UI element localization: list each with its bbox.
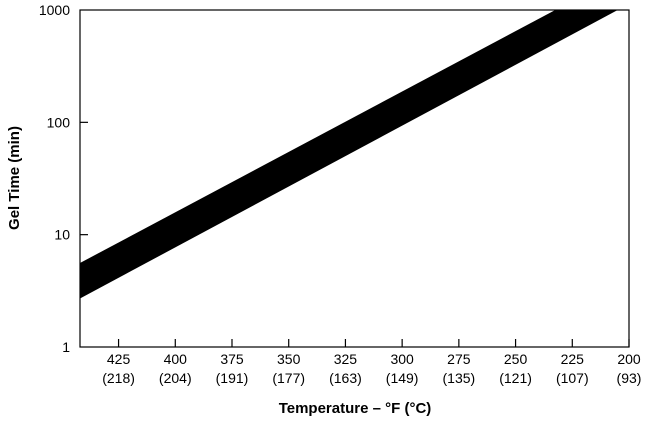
x-tick-label-c: (163) — [329, 370, 362, 386]
x-axis-title: Temperature – °F (°C) — [279, 400, 432, 417]
band-layer — [80, 10, 618, 299]
y-tick-label: 100 — [47, 114, 71, 130]
x-tick-label-f: 425 — [107, 351, 131, 367]
x-tick-label-c: (218) — [102, 370, 135, 386]
gel-time-band — [80, 10, 618, 299]
x-tick-label-f: 275 — [447, 351, 471, 367]
x-tick-label-f: 200 — [617, 351, 641, 367]
x-axis: 425 (218) 400 (204) 375 (191) 350 (177) 325 (163)… — [102, 339, 641, 386]
x-tick-label-c: (149) — [386, 370, 419, 386]
y-axis: 1 10 100 1000 — [39, 2, 88, 355]
y-tick-label: 10 — [54, 227, 70, 243]
x-tick-label-f: 300 — [390, 351, 414, 367]
y-axis-title: Gel Time (min) — [6, 126, 23, 230]
x-tick-label-f: 325 — [334, 351, 358, 367]
x-tick-label-f: 250 — [504, 351, 528, 367]
x-tick-label-f: 225 — [561, 351, 585, 367]
x-tick-label-c: (177) — [272, 370, 305, 386]
x-tick-label-c: (204) — [159, 370, 192, 386]
x-tick-label-f: 350 — [277, 351, 301, 367]
x-tick-label-c: (121) — [499, 370, 532, 386]
x-tick-label-c: (135) — [443, 370, 476, 386]
x-tick-label-c: (93) — [617, 370, 642, 386]
y-tick-label: 1000 — [39, 2, 70, 18]
x-tick-label-c: (191) — [216, 370, 249, 386]
y-tick-label: 1 — [62, 339, 70, 355]
x-tick-label-f: 375 — [220, 351, 244, 367]
x-tick-label-c: (107) — [556, 370, 589, 386]
plot-frame — [79, 9, 630, 348]
x-tick-label-f: 400 — [164, 351, 188, 367]
